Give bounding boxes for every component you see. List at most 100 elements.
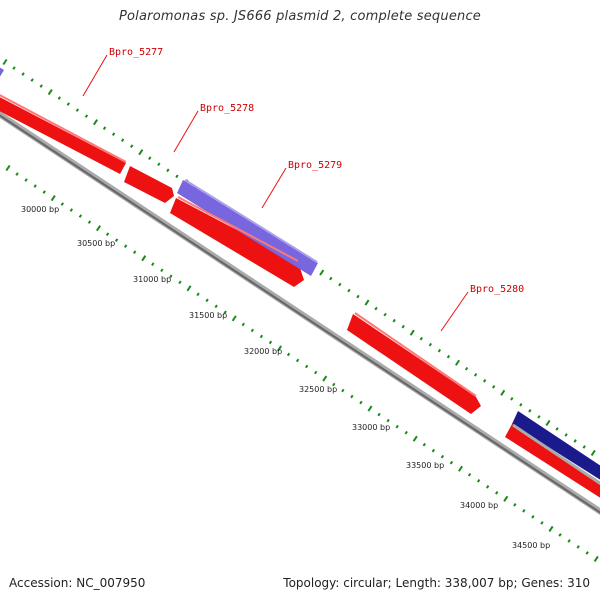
outer-tick-mark: [528, 409, 532, 413]
inner-tick-mark: [314, 370, 318, 375]
outer-tick-mark: [409, 329, 415, 336]
inner-tick-mark: [458, 465, 463, 472]
inner-tick-mark: [513, 503, 517, 507]
inner-tick-row: 30000 bp 30500 bp 31000 bp 31500 bp 32000 bp…: [5, 164, 599, 563]
tick-label: 34500 bp: [512, 541, 550, 550]
inner-tick-mark: [531, 515, 535, 519]
gene-arrow-red-5[interactable]: [505, 424, 600, 504]
tick-label: 34000 bp: [460, 501, 498, 510]
inner-tick-mark: [304, 364, 309, 369]
tick-label: 33500 bp: [406, 461, 444, 470]
inner-tick-mark: [231, 315, 237, 322]
inner-tick-mark: [96, 225, 101, 232]
outer-tick-mark: [30, 78, 34, 82]
inner-tick-mark: [24, 178, 28, 182]
inner-tick-mark: [286, 352, 291, 357]
outer-tick-mark: [437, 348, 442, 353]
outer-tick-mark: [419, 336, 423, 341]
inner-tick-mark: [350, 394, 354, 399]
inner-tick-mark: [540, 521, 544, 525]
outer-tick-mark: [329, 276, 333, 281]
inner-tick-mark: [431, 448, 436, 453]
outer-tick-mark: [39, 84, 43, 88]
outer-tick-mark: [66, 102, 71, 106]
inner-tick-mark: [241, 322, 245, 327]
outer-tick-mark: [175, 174, 179, 179]
inner-tick-mark: [15, 172, 19, 176]
inner-tick-mark: [33, 184, 37, 188]
gene-arrow-reverse[interactable]: [0, 64, 4, 80]
outer-tick-mark: [590, 449, 596, 457]
inner-tick-mark: [133, 250, 137, 255]
inner-tick-mark: [558, 533, 562, 537]
label-line-bpro-5277: [82, 54, 108, 97]
outer-tick-mark: [102, 126, 107, 130]
gene-highlight: [177, 196, 299, 262]
tick-label: 31000 bp: [133, 275, 171, 284]
inner-tick-mark: [268, 340, 273, 345]
inner-tick-mark: [151, 262, 155, 267]
genome-backbone-shadow: [0, 114, 600, 514]
gene-arrow-bpro-5277[interactable]: [0, 92, 126, 174]
inner-tick-mark: [5, 164, 11, 172]
inner-tick-mark: [467, 472, 472, 477]
inner-tick-mark: [341, 388, 345, 393]
inner-tick-mark: [295, 358, 300, 363]
inner-tick-mark: [250, 328, 255, 333]
inner-tick-mark: [332, 382, 336, 387]
inner-tick-mark: [205, 298, 209, 303]
inner-tick-mark: [160, 268, 164, 273]
accession-text: Accession: NC_007950: [9, 576, 146, 590]
outer-tick-mark: [537, 415, 541, 419]
outer-tick-mark: [12, 66, 16, 70]
tick-label: 33000 bp: [352, 423, 390, 432]
inner-tick-mark: [503, 495, 509, 502]
inner-tick-mark: [404, 430, 408, 435]
outer-tick-mark: [446, 354, 451, 359]
inner-tick-mark: [277, 345, 282, 352]
outer-tick-mark: [138, 149, 144, 156]
outer-tick-mark: [464, 366, 469, 371]
inner-tick-mark: [585, 551, 589, 555]
inner-tick-mark: [367, 405, 373, 412]
inner-tick-mark: [412, 435, 418, 442]
tick-label: 31500 bp: [189, 311, 227, 320]
label-line-bpro-5279: [261, 167, 287, 209]
inner-tick-mark: [60, 202, 64, 206]
outer-tick-mark: [482, 378, 487, 383]
inner-tick-mark: [567, 539, 571, 543]
inner-tick-mark: [449, 460, 454, 465]
inner-tick-mark: [42, 190, 46, 194]
gene-highlight: [354, 312, 477, 397]
inner-tick-mark: [78, 214, 83, 218]
inner-tick-mark: [178, 280, 182, 285]
outer-tick-mark: [492, 384, 496, 389]
gene-arrow-bpro-5278[interactable]: [124, 166, 174, 203]
outer-tick-mark: [57, 96, 61, 100]
outer-tick-mark: [401, 324, 405, 329]
inner-tick-mark: [105, 232, 110, 236]
gene-highlight: [0, 94, 127, 163]
gene-track: [0, 64, 600, 504]
inner-tick-mark: [141, 255, 147, 262]
label-line-bpro-5278: [173, 110, 199, 153]
outer-tick-mark: [383, 312, 387, 317]
outer-tick-mark: [392, 318, 396, 323]
outer-tick-mark: [455, 359, 460, 366]
gene-arrow-dark[interactable]: [512, 411, 600, 486]
inner-tick-mark: [322, 375, 328, 382]
gene-label-bpro-5278: Bpro_5278: [200, 103, 254, 114]
outer-tick-mark: [573, 439, 577, 443]
inner-tick-mark: [359, 400, 363, 405]
tick-label: 32000 bp: [244, 347, 282, 356]
gene-arrow-bpro-5280[interactable]: [347, 314, 481, 414]
outer-tick-mark: [47, 89, 53, 96]
inner-tick-mark: [50, 195, 56, 202]
gene-label-bpro-5279: Bpro_5279: [288, 160, 342, 171]
gene-arrow-red-3[interactable]: [170, 198, 304, 287]
summary-text: Topology: circular; Length: 338,007 bp; …: [283, 576, 590, 590]
gene-highlight: [184, 179, 318, 263]
gene-label-bpro-5280: Bpro_5280: [470, 284, 524, 295]
inner-tick-mark: [422, 442, 426, 447]
inner-tick-mark: [576, 545, 580, 549]
